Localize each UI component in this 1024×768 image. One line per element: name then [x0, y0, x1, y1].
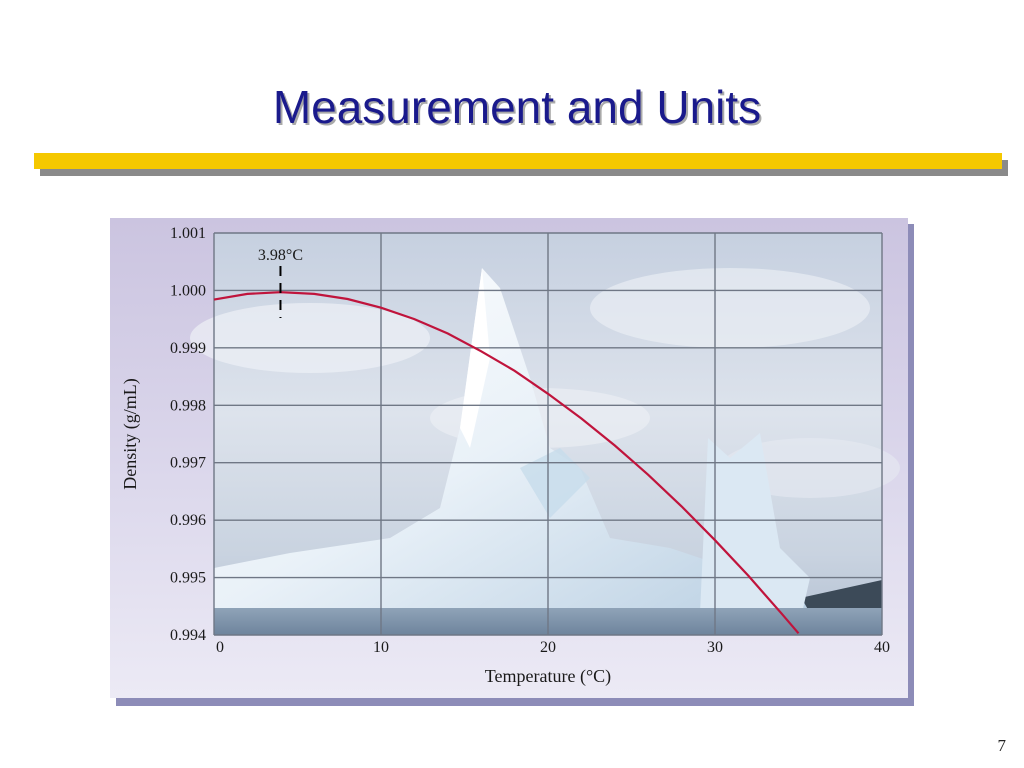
y-tick-label: 0.994 [170, 627, 206, 644]
title-bar [34, 153, 1002, 169]
density-chart: 0.994 0.995 0.996 0.997 0.998 0.999 1.000 1.001… [120, 225, 900, 687]
page-number: 7 [997, 736, 1007, 755]
y-tick-label: 0.996 [170, 512, 206, 529]
density-curve [213, 291, 800, 635]
y-tick-label: 1.001 [170, 225, 206, 242]
x-tick-label: 40 [874, 639, 890, 656]
y-tick-label: 0.995 [170, 570, 206, 587]
x-tick-label: 20 [540, 639, 556, 656]
x-tick-label: 30 [707, 639, 723, 656]
y-tick-label: 1.000 [170, 282, 206, 299]
grid-lines [213, 232, 883, 636]
x-tick-label: 10 [373, 639, 389, 656]
y-tick-label: 0.999 [170, 340, 206, 357]
y-tick-label: 0.997 [170, 455, 206, 472]
x-tick-label: 0 [216, 639, 224, 656]
y-tick-labels: 0.994 0.995 0.996 0.997 0.998 0.999 1.000 1.001 [170, 225, 206, 644]
y-axis-label: Density (g/mL) [120, 378, 141, 489]
chart-figure: 0.994 0.995 0.996 0.997 0.998 0.999 1.000 1.001… [110, 218, 908, 698]
y-tick-label: 0.998 [170, 397, 206, 414]
slide-title: Measurement and Units [272, 81, 762, 133]
x-tick-labels: 0 10 20 30 40 [216, 639, 890, 656]
x-axis-label: Temperature (°C) [485, 666, 611, 687]
max-density-annotation: 3.98°C [258, 247, 303, 264]
